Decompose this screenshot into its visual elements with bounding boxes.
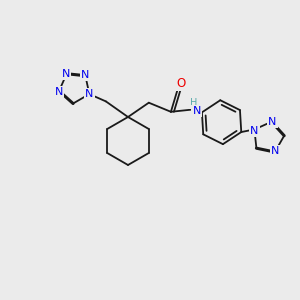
Text: O: O — [176, 77, 185, 90]
Text: N: N — [81, 70, 90, 80]
Text: N: N — [61, 69, 70, 79]
Text: N: N — [271, 146, 279, 156]
Text: N: N — [192, 106, 201, 116]
Text: N: N — [250, 125, 259, 136]
Text: N: N — [85, 89, 94, 99]
Text: N: N — [268, 117, 277, 127]
Text: H: H — [190, 98, 197, 108]
Text: N: N — [55, 87, 63, 97]
